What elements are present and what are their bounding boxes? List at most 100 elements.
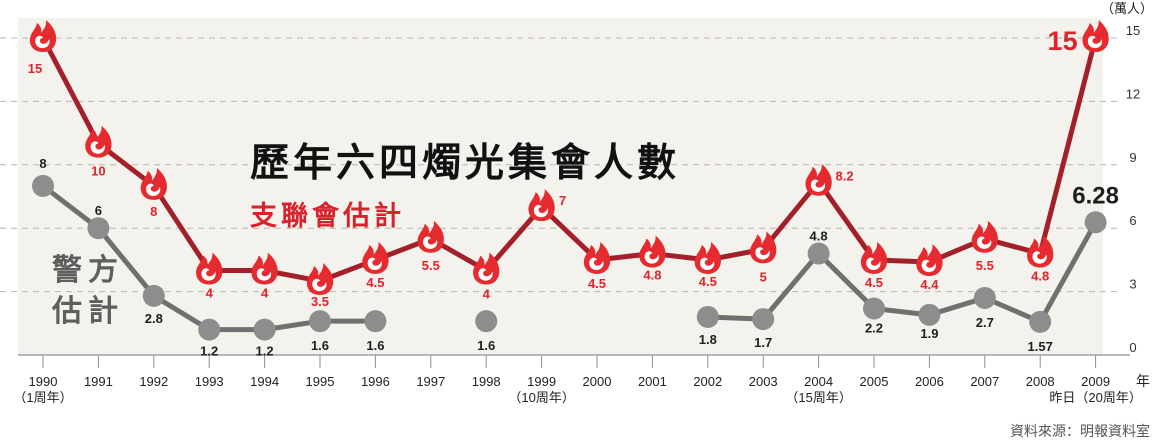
alliance-value-label: 4	[206, 285, 214, 300]
y-tick-label: 15	[1126, 23, 1140, 38]
alliance-value-label: 4.8	[1031, 269, 1049, 284]
flame-icon	[971, 220, 998, 253]
police-point	[309, 310, 331, 333]
x-tick-label: 1990	[29, 374, 58, 389]
police-value-label: 2.2	[865, 321, 883, 336]
x-axis: 1990 1991 1992 1993 1994 1995 1996 1997 1998 1999…	[13, 354, 1142, 405]
police-point	[198, 318, 221, 341]
alliance-value-label: 7	[559, 193, 566, 208]
x-tick-label: 2000	[583, 374, 612, 389]
flame-icon	[306, 263, 334, 296]
police-point	[32, 174, 54, 197]
flame-icon	[251, 252, 278, 285]
police-point	[918, 303, 941, 326]
alliance-value-label: 8	[150, 204, 157, 219]
alliance-value-label: 15	[1048, 26, 1078, 56]
flame-icon	[860, 241, 888, 274]
flame-highlight	[146, 183, 161, 197]
x-tick-label: 1991	[84, 374, 113, 389]
police-point	[253, 318, 276, 341]
flame-highlight	[201, 268, 216, 281]
alliance-value-label: 4.8	[643, 268, 661, 283]
x-tick-label: 2008	[1026, 374, 1055, 389]
y-tick-label: 0	[1129, 340, 1136, 355]
flame-icon	[473, 252, 500, 285]
flame-highlight	[423, 236, 438, 249]
police-point	[696, 305, 719, 328]
alliance-value-label: 4	[261, 285, 269, 300]
flame-highlight	[589, 257, 604, 271]
police-value-label: 1.6	[477, 338, 495, 353]
police-value-label: 1.2	[256, 344, 274, 359]
alliance-value-label: 4.5	[366, 275, 384, 290]
x-tick-label: 2006	[915, 374, 944, 389]
flame-icon	[29, 20, 57, 52]
x-tick-label: 2003	[749, 374, 778, 389]
x-tick-label: 2004	[804, 374, 833, 389]
police-value-label: 2.8	[145, 311, 163, 326]
flame-icon	[750, 231, 777, 264]
flame-icon	[583, 241, 611, 274]
x-tick-label: 2009	[1081, 374, 1110, 389]
alliance-value-label: 4.5	[865, 275, 883, 290]
x-tick-label: 1999	[527, 374, 556, 389]
police-point	[87, 217, 110, 240]
police-value-label: 1.9	[920, 326, 938, 341]
flame-highlight	[367, 257, 382, 271]
alliance-value-label: 4	[483, 286, 491, 301]
alliance-series-label: 支聯會估計	[250, 201, 405, 231]
x-tick-label: 1997	[416, 374, 445, 389]
police-point	[863, 297, 885, 320]
police-point	[364, 310, 387, 333]
alliance-value-label: 5.5	[976, 258, 994, 273]
flame-highlight	[533, 204, 549, 218]
flame-highlight	[256, 268, 272, 281]
alliance-value-label: 5.5	[422, 258, 440, 273]
x-axis-unit: 年	[1136, 373, 1150, 389]
alliance-value-label: 3.5	[311, 294, 329, 309]
flame-icon	[140, 167, 167, 200]
anniversary-note: （15周年）	[785, 390, 851, 405]
flame-icon	[1027, 235, 1054, 268]
x-tick-label: 2001	[638, 374, 667, 389]
series-markers	[29, 20, 1109, 341]
flame-icon	[362, 241, 389, 274]
y-tick-label: 12	[1126, 86, 1140, 101]
y-tick-label: 9	[1129, 150, 1136, 165]
x-tick-label: 1995	[306, 374, 335, 389]
x-tick-label: 2005	[860, 374, 889, 389]
flame-icon	[196, 252, 223, 285]
y-tick-label: 3	[1129, 277, 1136, 292]
alliance-value-label: 10	[91, 164, 105, 179]
police-value-label: 1.7	[754, 335, 772, 350]
y-tick-label: 6	[1129, 213, 1136, 228]
police-series-label: 警方估計	[52, 254, 124, 328]
flame-highlight	[700, 257, 715, 271]
x-tick-label: 1994	[250, 374, 279, 389]
plot-background	[18, 18, 1103, 355]
chart-title: 歷年六四燭光集會人數	[250, 142, 681, 185]
police-value-label: 6.28	[1072, 182, 1119, 209]
police-value-label: 6	[95, 203, 102, 218]
value-labels: 15 10 8 4 4 3.5 4.5 5.5 4 7 4.5 4.8 4.5 5 8.2 4.5 4.4 5.5…	[28, 26, 1119, 359]
flame-highlight	[90, 141, 105, 154]
gridlines: 0 3 6 9 12 15	[0, 23, 1140, 355]
police-point	[807, 242, 830, 265]
flame-highlight	[644, 251, 659, 264]
x-tick-label: 1998	[472, 374, 501, 389]
flame-highlight	[866, 257, 881, 271]
y-axis-unit: （萬人）	[1101, 1, 1153, 16]
police-value-label: 1.8	[699, 332, 717, 347]
flame-icon	[916, 244, 943, 277]
police-value-label: 4.8	[810, 229, 828, 244]
anniversary-note: （10周年）	[508, 390, 574, 405]
police-point	[1029, 310, 1052, 333]
police-value-label: 1.6	[311, 338, 329, 353]
flame-icon	[694, 241, 721, 274]
flame-icon	[528, 189, 555, 222]
flame-highlight	[810, 179, 826, 192]
police-value-label: 1.57	[1028, 339, 1053, 354]
source-note: 資料來源：明報資料室	[1010, 423, 1150, 439]
